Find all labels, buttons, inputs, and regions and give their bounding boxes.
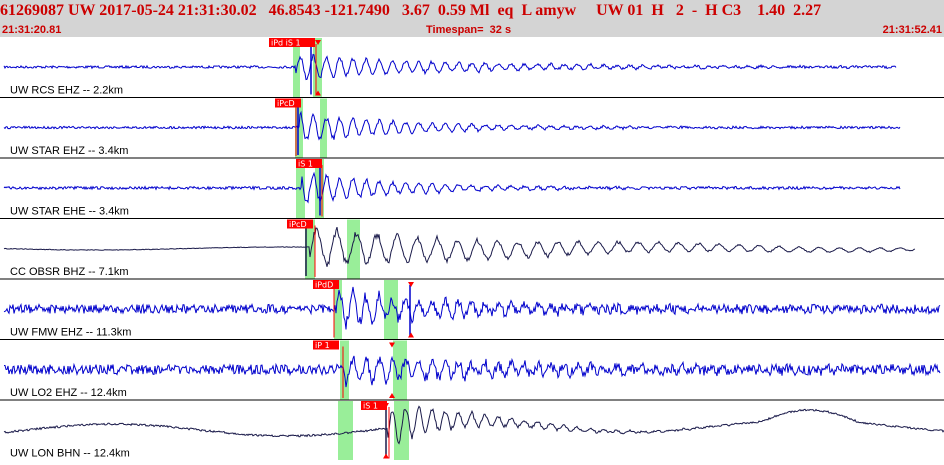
- arrow-down-icon: [389, 342, 395, 348]
- channel-row[interactable]: iPd iS 1 UW RCS EHZ -- 2.2km: [0, 38, 944, 98]
- pick-window[interactable]: [334, 280, 342, 340]
- pick-label: iS 1: [298, 160, 313, 169]
- event-title: 61269087 UW 2017-05-24 21:31:30.02 46.85…: [0, 2, 822, 19]
- channel-label: CC OBSR BHZ -- 7.1km: [10, 266, 129, 278]
- pick-window[interactable]: [340, 340, 349, 401]
- channel-row[interactable]: iP 1 UW LO2 EHZ -- 12.4km: [0, 340, 944, 401]
- end-time: 21:31:52.41: [882, 24, 942, 36]
- timespan-label: Timespan= 32 s: [426, 24, 512, 36]
- arrow-up-icon: [389, 393, 395, 398]
- pick-label: iS 1: [363, 402, 378, 411]
- pick-window[interactable]: [295, 98, 303, 159]
- channel-label: UW FMW EHZ -- 11.3km: [10, 327, 131, 339]
- pick-flag[interactable]: [275, 98, 301, 108]
- pick-window[interactable]: [347, 219, 360, 280]
- seismogram-panel[interactable]: iPd iS 1 UW RCS EHZ -- 2.2km iPcD UW STAR E…: [0, 37, 944, 461]
- channel-label: UW STAR EHZ -- 3.4km: [10, 145, 128, 157]
- waveform-trace[interactable]: [3, 226, 916, 267]
- arrow-up-icon: [315, 90, 321, 96]
- channel-row[interactable]: iS 1 UW STAR EHE -- 3.4km: [0, 159, 944, 219]
- waveform-trace[interactable]: [3, 171, 901, 204]
- pick-label: iPcD: [289, 220, 307, 229]
- channel-label: UW STAR EHE -- 3.4km: [10, 206, 129, 218]
- start-time: 21:31:20.81: [2, 24, 62, 36]
- pick-label: iPd iS 1: [271, 39, 301, 48]
- channel-row[interactable]: iS 1 UW LON BHN -- 12.4km: [0, 401, 944, 461]
- pick-window[interactable]: [338, 401, 353, 461]
- pick-flag[interactable]: [313, 280, 339, 289]
- pick-flag[interactable]: [287, 219, 313, 229]
- channel-label: UW RCS EHZ -- 2.2km: [10, 85, 123, 97]
- pick-label: iPcD: [277, 99, 295, 108]
- pick-label: iP 1: [315, 341, 330, 350]
- header-bar: 61269087 UW 2017-05-24 21:31:30.02 46.85…: [0, 0, 944, 37]
- waveform-trace[interactable]: [3, 53, 897, 81]
- channel-row[interactable]: iPcD UW STAR EHZ -- 3.4km: [0, 98, 944, 159]
- seismogram-traces[interactable]: iPd iS 1 UW RCS EHZ -- 2.2km iPcD UW STAR E…: [0, 37, 944, 461]
- arrow-up-icon: [408, 332, 414, 338]
- pick-window[interactable]: [313, 38, 322, 98]
- channel-row[interactable]: iPdD UW FMW EHZ -- 11.3km: [0, 280, 944, 340]
- arrow-down-icon: [315, 40, 321, 45]
- pick-window[interactable]: [384, 280, 398, 340]
- pick-window[interactable]: [305, 219, 315, 280]
- pick-flag[interactable]: [361, 401, 387, 410]
- waveform-trace[interactable]: [4, 355, 941, 388]
- waveform-trace[interactable]: [3, 110, 901, 141]
- waveform-trace[interactable]: [3, 405, 944, 445]
- arrow-up-icon: [383, 453, 389, 459]
- channel-row[interactable]: iPcD CC OBSR BHZ -- 7.1km: [0, 219, 944, 280]
- channel-label: UW LON BHN -- 12.4km: [10, 448, 130, 460]
- pick-window[interactable]: [393, 340, 407, 401]
- waveform-trace[interactable]: [3, 286, 941, 330]
- pick-flag[interactable]: [296, 159, 322, 168]
- arrow-down-icon: [383, 403, 389, 408]
- pick-label: iPdD: [315, 281, 333, 290]
- arrow-down-icon: [408, 282, 414, 287]
- pick-flag[interactable]: [269, 38, 315, 47]
- channel-label: UW LO2 EHZ -- 12.4km: [10, 387, 127, 399]
- pick-flag[interactable]: [313, 340, 339, 350]
